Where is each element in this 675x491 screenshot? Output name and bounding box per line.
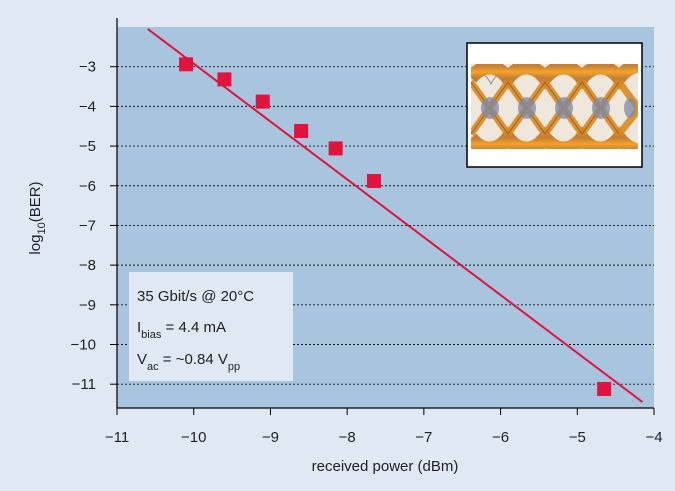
eye-diagram-inset [466, 42, 643, 168]
series-layer [147, 28, 644, 403]
annotation-line-3: Vac = ~0.84 Vpp [137, 351, 240, 373]
y-tick-label: −6 [79, 178, 96, 195]
grid [117, 66, 654, 385]
y-tick-label: −10 [71, 337, 96, 354]
x-tick-label: −10 [181, 429, 206, 446]
x-tick-label: −7 [415, 429, 432, 446]
data-point [255, 94, 270, 109]
y-tick-label: −3 [79, 59, 96, 76]
y-axis-ticks: −3 −4 −5 −6 −7 −8 −9 −10 −11 [71, 59, 117, 393]
data-point [217, 72, 232, 87]
annotation-line-1: 35 Gbit/s @ 20°C [137, 288, 254, 305]
x-tick-label: −5 [569, 429, 586, 446]
x-tick-label: −11 [105, 429, 129, 446]
annotation-line-2: Ibias = 4.4 mA [137, 319, 226, 341]
data-point [294, 123, 309, 138]
x-axis-ticks: −11 −10 −9 −8 −7 −6 −5 −4 [105, 408, 663, 446]
y-tick-label: −9 [79, 297, 96, 314]
x-tick-label: −4 [645, 429, 662, 446]
fit-line [147, 28, 644, 403]
y-axis-title: log10(BER) [27, 181, 48, 254]
y-tick-label: −5 [79, 138, 96, 155]
annotation-box: 35 Gbit/s @ 20°C Ibias = 4.4 mA Vac = ~0… [129, 272, 293, 381]
x-axis-title: received power (dBm) [312, 458, 459, 475]
x-tick-label: −6 [492, 429, 509, 446]
data-point [366, 173, 381, 188]
y-tick-label: −11 [72, 376, 96, 393]
x-tick-label: −9 [262, 429, 279, 446]
y-tick-label: −4 [79, 98, 96, 115]
data-point [328, 141, 343, 156]
data-point [597, 381, 612, 396]
y-tick-label: −7 [79, 217, 96, 234]
x-tick-label: −8 [339, 429, 356, 446]
data-point [179, 57, 194, 72]
y-tick-label: −8 [79, 257, 96, 274]
